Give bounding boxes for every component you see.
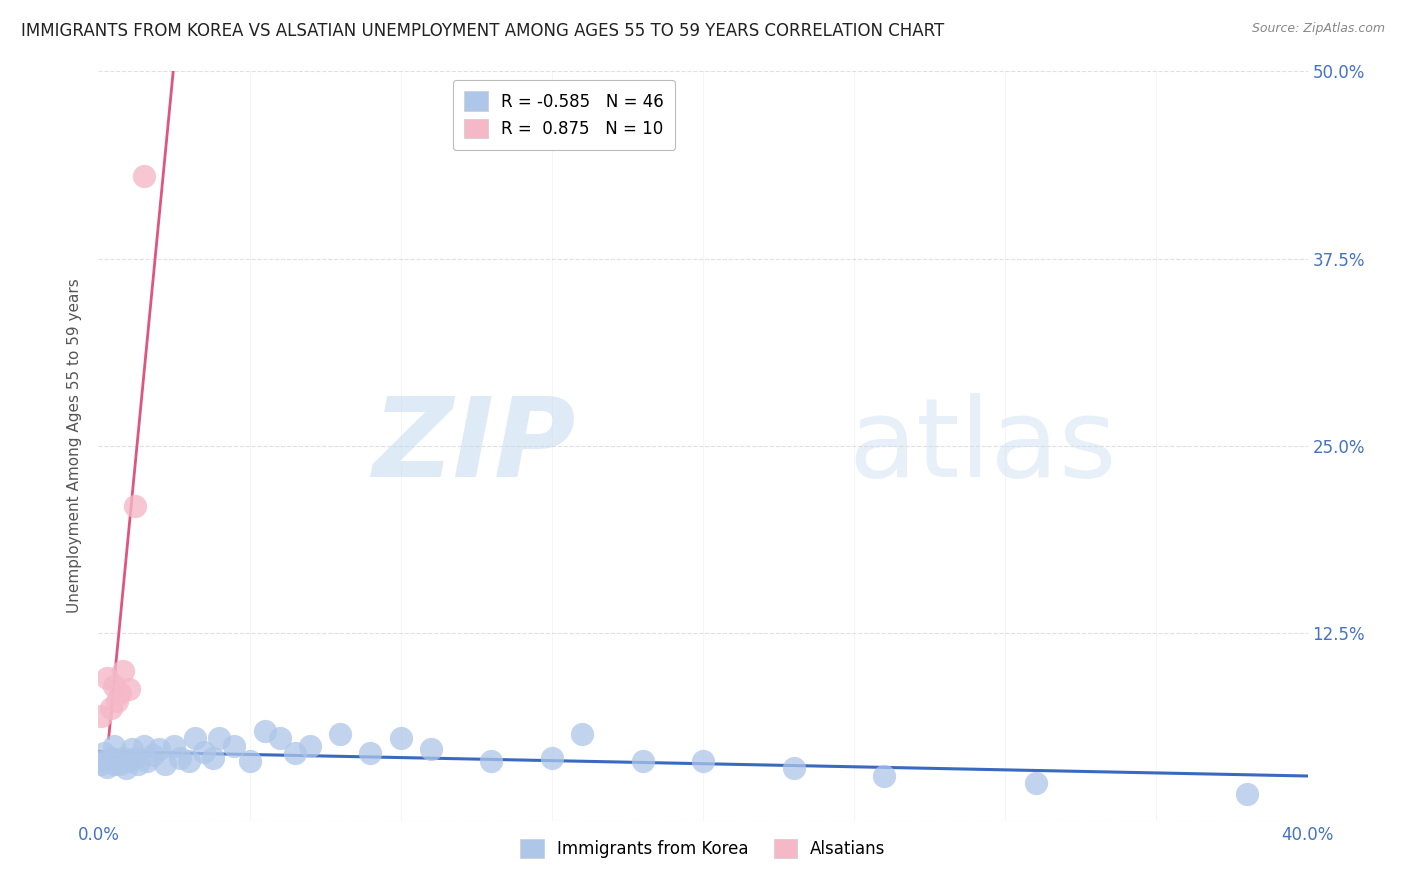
Y-axis label: Unemployment Among Ages 55 to 59 years: Unemployment Among Ages 55 to 59 years [67,278,83,614]
Point [631,754,654,768]
Point [299,739,322,753]
Point [135,754,157,768]
Point [783,761,806,775]
Point [284,746,307,760]
Point [269,731,291,746]
Text: atlas: atlas [848,392,1116,500]
Point [93,754,115,768]
Point [103,679,125,693]
Point [1236,787,1258,801]
Point [873,769,896,783]
Text: Source: ZipAtlas.com: Source: ZipAtlas.com [1251,22,1385,36]
Point [571,727,593,741]
Point [169,750,191,764]
Point [105,754,128,768]
Point [132,739,155,753]
Point [124,750,146,764]
Point [111,664,134,678]
Point [100,750,122,764]
Point [118,681,141,696]
Point [108,686,131,700]
Point [142,747,165,762]
Legend: Immigrants from Korea, Alsatians: Immigrants from Korea, Alsatians [513,832,893,864]
Point [127,756,149,771]
Point [389,731,412,746]
Point [208,731,231,746]
Point [103,756,125,771]
Point [105,694,128,708]
Point [90,708,112,723]
Point [692,754,714,768]
Point [179,754,201,768]
Text: IMMIGRANTS FROM KOREA VS ALSATIAN UNEMPLOYMENT AMONG AGES 55 TO 59 YEARS CORRELA: IMMIGRANTS FROM KOREA VS ALSATIAN UNEMPL… [21,22,945,40]
Point [90,756,112,771]
Point [148,741,170,756]
Point [184,731,207,746]
Point [132,169,155,184]
Point [124,499,146,513]
Point [111,750,134,764]
Point [420,741,443,756]
Point [103,739,125,753]
Point [153,756,176,771]
Point [108,756,131,771]
Point [239,754,262,768]
Point [100,701,122,715]
Point [121,741,143,756]
Point [540,750,562,764]
Point [481,754,503,768]
Point [163,739,186,753]
Point [114,761,136,775]
Point [93,746,115,760]
Text: ZIP: ZIP [373,392,576,500]
Point [96,760,118,774]
Point [360,746,382,760]
Point [193,745,215,759]
Point [118,754,141,768]
Point [1024,776,1046,790]
Point [329,727,352,741]
Point [224,739,246,753]
Point [96,671,118,685]
Point [202,750,225,764]
Point [253,723,276,738]
